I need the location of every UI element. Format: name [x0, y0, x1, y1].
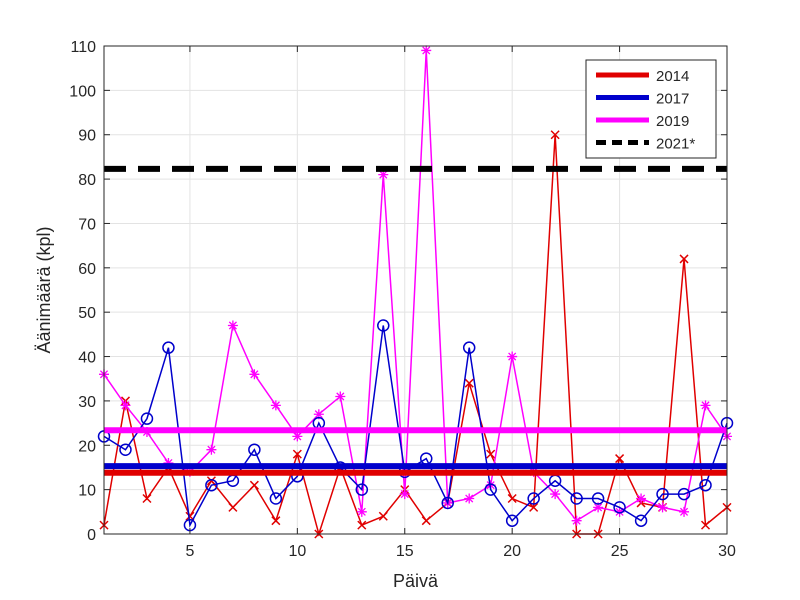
y-tick-label: 80 — [78, 172, 96, 189]
axis-ticks: 5 10 15 20 25 30 0 10 20 30 40 50 60 70 80 90 100 110 — [69, 39, 736, 560]
data-point-2019 — [313, 409, 324, 420]
data-point-2014 — [271, 516, 281, 526]
data-point-2017 — [634, 514, 648, 527]
data-point-2019 — [163, 458, 174, 469]
data-point-2017 — [527, 492, 540, 505]
data-point-2017 — [162, 341, 175, 354]
x-tick-label: 25 — [611, 543, 629, 560]
data-point-2014 — [464, 378, 474, 388]
data-point-2014 — [142, 493, 152, 504]
data-point-2019 — [636, 493, 647, 504]
data-point-2014 — [507, 493, 517, 504]
data-point-2019 — [249, 369, 260, 380]
y-axis-label: Äänimäärä (kpl) — [34, 226, 54, 353]
data-point-2017 — [377, 319, 390, 332]
data-point-2019 — [550, 489, 561, 500]
y-tick-label: 110 — [70, 39, 96, 56]
data-point-2014 — [249, 480, 259, 490]
data-point-2019 — [507, 351, 518, 362]
data-point-2019 — [206, 444, 217, 455]
data-point-2017 — [119, 443, 132, 456]
series-line-2017 — [103, 325, 728, 528]
data-point-2019 — [464, 493, 475, 504]
data-point-2014 — [615, 454, 625, 464]
y-tick-label: 20 — [78, 438, 96, 455]
data-point-2019 — [614, 506, 625, 517]
data-point-2014 — [206, 476, 216, 486]
x-axis-label: Päivä — [393, 571, 439, 591]
data-point-2017 — [140, 412, 154, 425]
y-tick-label: 60 — [78, 261, 96, 278]
data-point-2019 — [399, 489, 410, 500]
data-point-2017 — [355, 483, 369, 496]
data-point-2019 — [292, 431, 303, 442]
series-lines — [97, 45, 734, 539]
data-point-2017 — [677, 487, 691, 501]
x-tick-label: 15 — [396, 543, 414, 560]
data-point-2019 — [356, 506, 367, 517]
data-point-2019 — [335, 391, 346, 402]
data-point-2014 — [292, 449, 302, 459]
data-point-2017 — [570, 492, 583, 505]
legend-label-2014: 2014 — [656, 68, 689, 85]
series-2014 — [99, 130, 732, 539]
data-point-2017 — [484, 483, 497, 496]
y-tick-label: 30 — [78, 394, 96, 411]
y-tick-label: 40 — [78, 350, 96, 367]
y-tick-label: 0 — [87, 527, 96, 544]
data-point-2014 — [679, 254, 689, 264]
data-point-2014 — [529, 502, 539, 512]
x-tick-label: 30 — [718, 543, 736, 560]
data-point-2014 — [700, 520, 711, 530]
legend-label-2017: 2017 — [656, 91, 689, 108]
data-point-2017 — [613, 501, 626, 514]
data-point-2017 — [699, 478, 712, 492]
data-point-2017 — [205, 478, 218, 492]
data-point-2019 — [227, 320, 238, 331]
data-point-2017 — [591, 492, 605, 505]
data-point-2019 — [378, 169, 389, 180]
y-tick-label: 90 — [78, 128, 96, 145]
x-tick-label: 5 — [185, 543, 194, 560]
data-point-2017 — [269, 492, 283, 505]
data-point-2019 — [270, 400, 281, 411]
data-point-2017 — [462, 341, 476, 354]
data-point-2019 — [120, 400, 131, 411]
data-point-2019 — [593, 502, 604, 513]
data-point-2014 — [357, 520, 367, 530]
x-tick-label: 10 — [288, 543, 306, 560]
y-tick-label: 100 — [69, 83, 96, 100]
data-point-2017 — [656, 487, 669, 501]
data-point-2014 — [421, 516, 431, 526]
legend: 2014 2017 2019 2021* — [585, 59, 717, 159]
data-point-2017 — [248, 443, 261, 456]
legend-label-2019: 2019 — [656, 113, 689, 130]
y-tick-label: 70 — [78, 216, 96, 233]
y-tick-label: 50 — [78, 305, 96, 322]
data-point-2014 — [550, 130, 560, 140]
x-tick-label: 20 — [503, 543, 521, 560]
data-point-2019 — [657, 502, 668, 513]
data-point-2019 — [421, 45, 432, 56]
data-point-2019 — [571, 515, 582, 526]
data-point-2019 — [700, 400, 711, 411]
data-point-2017 — [441, 496, 454, 510]
data-point-2014 — [378, 511, 388, 521]
legend-label-2021*: 2021* — [656, 136, 695, 153]
y-tick-label: 10 — [78, 483, 96, 500]
data-point-2017 — [505, 514, 519, 527]
axes-box — [103, 45, 728, 535]
data-point-2014 — [228, 502, 238, 512]
data-point-2019 — [679, 506, 690, 517]
data-point-2014 — [486, 449, 496, 459]
